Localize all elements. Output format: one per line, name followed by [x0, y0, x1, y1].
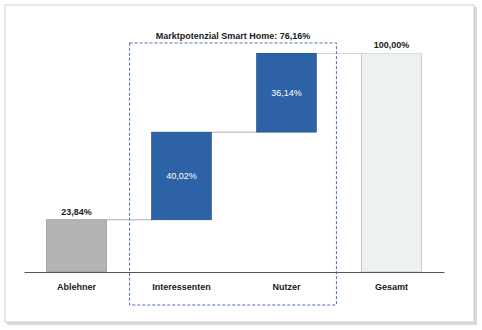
- data-label: 23,84%: [61, 207, 92, 217]
- tick: Interessenten: [152, 272, 211, 292]
- tick: Gesamt: [375, 272, 408, 292]
- connector: [106, 219, 151, 220]
- connector: [211, 132, 256, 133]
- plot-area: [47, 53, 422, 272]
- bar: [47, 220, 107, 272]
- annotation: Marktpotenzial Smart Home: 76,16%: [156, 31, 311, 41]
- tick-label: Gesamt: [375, 282, 408, 292]
- data-label: 36,14%: [271, 88, 302, 98]
- bar: [362, 53, 422, 272]
- tick-label: Nutzer: [272, 282, 300, 292]
- chart: Marktpotenzial Smart Home: 76,16% Ablehne…: [0, 0, 482, 330]
- data-label: 40,02%: [166, 171, 197, 181]
- data-label: 100,00%: [374, 40, 410, 50]
- tick-label: Ablehner: [57, 282, 97, 292]
- highlight-box: [130, 43, 337, 305]
- tick-label: Interessenten: [152, 282, 211, 292]
- tick: Nutzer: [272, 272, 300, 292]
- card: [5, 5, 474, 322]
- tick: Ablehner: [57, 272, 97, 292]
- bar: [257, 53, 317, 132]
- connector: [316, 53, 361, 54]
- x-axis: Ablehner Interessenten Nutzer Gesamt: [25, 272, 445, 292]
- bar: [152, 132, 212, 220]
- axis-line: [25, 272, 445, 273]
